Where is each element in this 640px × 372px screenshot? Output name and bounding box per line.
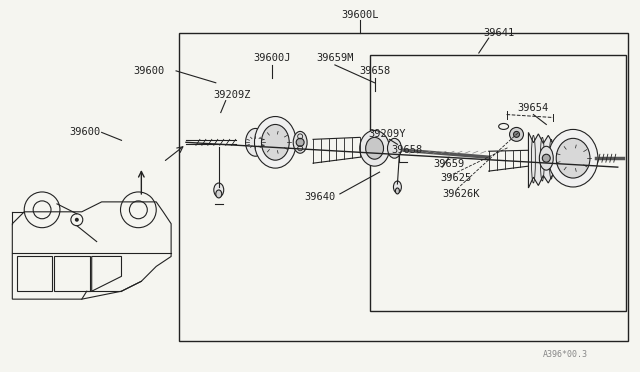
Text: 39209Z: 39209Z	[213, 90, 250, 100]
Ellipse shape	[262, 125, 289, 160]
Text: A396*00.3: A396*00.3	[543, 350, 588, 359]
Circle shape	[513, 131, 520, 137]
Circle shape	[509, 128, 524, 141]
Circle shape	[75, 218, 79, 222]
Ellipse shape	[394, 181, 401, 193]
Text: 39659: 39659	[433, 159, 465, 169]
Text: 39641: 39641	[483, 28, 515, 38]
Text: 39640: 39640	[305, 192, 335, 202]
Text: 39658: 39658	[392, 145, 423, 155]
Ellipse shape	[216, 190, 221, 198]
Ellipse shape	[540, 146, 553, 170]
Ellipse shape	[548, 129, 598, 187]
Ellipse shape	[360, 131, 390, 166]
Ellipse shape	[214, 183, 224, 197]
Text: 39600J: 39600J	[253, 53, 291, 63]
Circle shape	[542, 154, 550, 162]
Ellipse shape	[556, 138, 590, 178]
FancyBboxPatch shape	[179, 33, 628, 341]
Text: 39654: 39654	[518, 103, 549, 113]
Text: 39626K: 39626K	[442, 189, 480, 199]
Polygon shape	[529, 132, 568, 188]
Ellipse shape	[293, 131, 307, 153]
Ellipse shape	[246, 128, 266, 156]
Text: 39600L: 39600L	[341, 10, 378, 20]
Ellipse shape	[387, 138, 401, 158]
Text: 39659M: 39659M	[316, 53, 354, 63]
Ellipse shape	[396, 188, 399, 194]
Ellipse shape	[255, 116, 296, 168]
Text: 39658: 39658	[359, 66, 390, 76]
Circle shape	[296, 138, 304, 146]
Text: 39600: 39600	[69, 127, 100, 137]
Ellipse shape	[365, 137, 383, 159]
Text: 39625: 39625	[440, 173, 472, 183]
Text: 39209Y: 39209Y	[369, 129, 406, 140]
Text: 39600: 39600	[134, 66, 165, 76]
